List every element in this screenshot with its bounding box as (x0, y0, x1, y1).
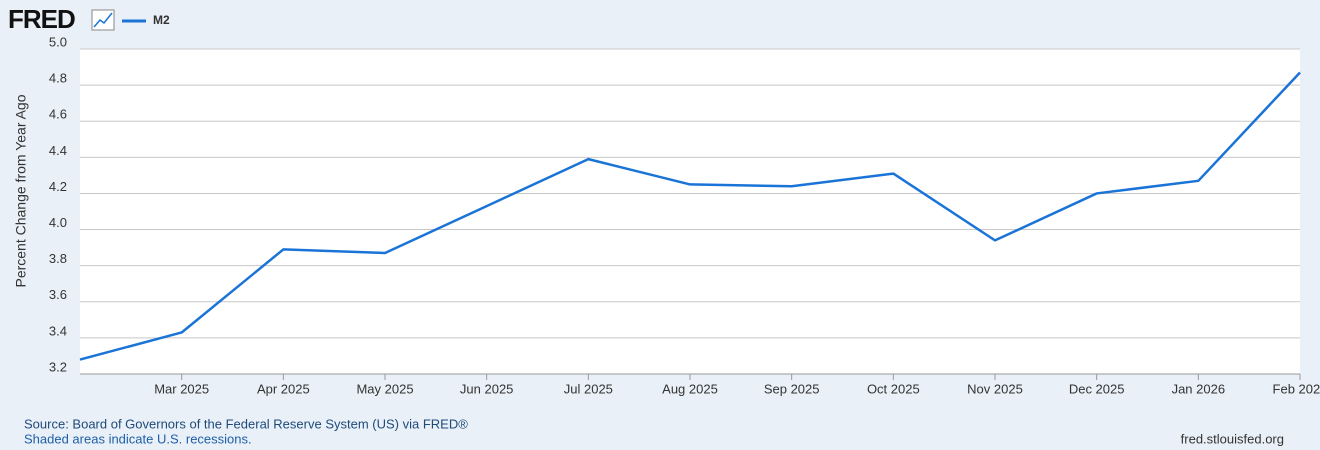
y-tick-label: 3.2 (49, 359, 67, 374)
x-tick-label: Aug 2025 (662, 381, 718, 396)
x-tick-label: Jul 2025 (564, 381, 613, 396)
x-tick-label: Dec 2025 (1069, 381, 1125, 396)
plot-area (80, 49, 1300, 374)
y-tick-label: 3.6 (49, 287, 67, 302)
y-tick-label: 3.8 (49, 251, 67, 266)
x-tick-label: Feb 2026 (1273, 381, 1320, 396)
legend-label: M2 (153, 13, 170, 27)
source: Source: Board of Governors of the Federa… (24, 416, 468, 431)
y-tick-label: 5.0 (49, 34, 67, 49)
y-tick-label: 4.0 (49, 215, 67, 230)
x-tick-label: Jan 2026 (1172, 381, 1226, 396)
logo-icon (91, 9, 115, 31)
url[interactable]: fred.stlouisfed.org (1181, 431, 1284, 446)
x-tick-label: Jun 2025 (460, 381, 514, 396)
y-axis-label: Percent Change from Year Ago (13, 94, 29, 287)
x-tick-label: Oct 2025 (867, 381, 920, 396)
line-series (79, 71, 1301, 361)
x-tick-label: Nov 2025 (967, 381, 1023, 396)
x-tick-label: Sep 2025 (764, 381, 820, 396)
y-tick-label: 4.8 (49, 71, 67, 86)
x-tick-label: Apr 2025 (257, 381, 310, 396)
y-tick-label: 3.4 (49, 323, 67, 338)
y-tick-label: 4.2 (49, 179, 67, 194)
recession-note[interactable]: Shaded areas indicate U.S. recessions. (24, 431, 252, 446)
logo: FRED (8, 4, 75, 34)
y-tick-label: 4.4 (49, 143, 67, 158)
y-tick-label: 4.6 (49, 107, 67, 122)
x-tick-label: Mar 2025 (154, 381, 209, 396)
x-tick-label: May 2025 (356, 381, 413, 396)
